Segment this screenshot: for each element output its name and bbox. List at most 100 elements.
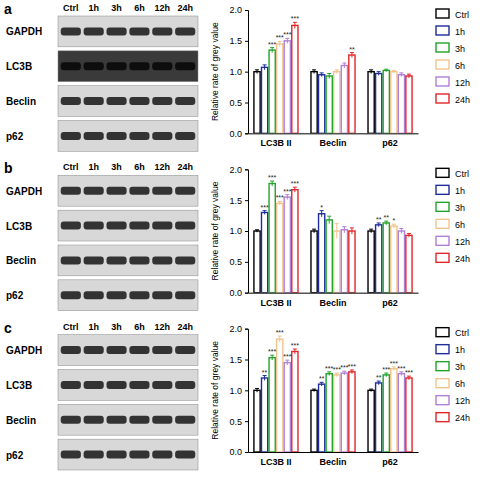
significance-label: *** <box>268 348 276 355</box>
bar <box>406 235 412 292</box>
blot-band <box>175 291 195 299</box>
blot-band <box>106 222 126 230</box>
legend-label: 1h <box>455 27 465 37</box>
blot-band <box>106 27 126 35</box>
error-bar <box>263 65 267 70</box>
error-bar <box>335 70 339 74</box>
tick-label: Beclin <box>319 138 346 148</box>
error-bar <box>327 216 331 223</box>
significance-label: ** <box>319 375 325 382</box>
tick-mark <box>245 133 248 134</box>
blot-band <box>61 291 81 299</box>
error-bar <box>369 389 373 391</box>
lane-label: 1h <box>88 3 99 13</box>
bar <box>284 41 290 134</box>
lane-label: 24h <box>177 322 193 332</box>
error-bar <box>270 181 274 186</box>
tick: p62 <box>382 452 398 467</box>
blot-band <box>175 256 195 264</box>
tick: 1.5 <box>229 196 248 206</box>
blot-band <box>61 97 81 105</box>
legend: Ctrl1h3h6h12h24h <box>436 9 470 105</box>
bar <box>368 72 374 134</box>
blot-band <box>61 222 81 230</box>
blot-band <box>84 27 104 35</box>
blot-band <box>106 416 126 424</box>
y-axis: 0.00.51.01.52.0 <box>229 5 248 138</box>
blot-band <box>152 416 172 424</box>
legend-label: 6h <box>455 61 465 71</box>
panel: bCtrl1h3h6h12h24hGAPDHLC3BBeclinp62*****… <box>4 160 470 310</box>
bar <box>368 231 374 293</box>
lane-label: 1h <box>88 162 99 172</box>
blot-band <box>129 27 149 35</box>
tick: 2.0 <box>229 165 248 175</box>
tick: Beclin <box>319 293 346 308</box>
tick: 1.0 <box>229 386 248 396</box>
legend-swatch <box>436 379 449 388</box>
tick-mark <box>245 390 248 391</box>
blot-strip <box>58 16 198 47</box>
tick-label: 0.5 <box>229 257 242 267</box>
row-label: Beclin <box>6 255 36 266</box>
significance-label: *** <box>268 174 276 181</box>
significance-label: *** <box>348 363 356 370</box>
error-bar <box>342 227 346 233</box>
bar <box>398 231 404 293</box>
legend-label: 12h <box>455 237 470 247</box>
blot-band <box>175 346 195 354</box>
error-bar <box>407 74 411 78</box>
row-label: GAPDH <box>6 186 42 197</box>
tick-label: 1.5 <box>229 355 242 365</box>
blot-band <box>175 451 195 459</box>
legend-label: 12h <box>455 396 470 406</box>
significance-label: *** <box>276 194 284 201</box>
axis-line <box>245 11 249 134</box>
error-bar <box>377 72 381 76</box>
tick: p62 <box>382 293 398 308</box>
blot-band <box>129 451 149 459</box>
bar <box>326 76 332 133</box>
blot-band <box>106 381 126 389</box>
axis-line <box>245 329 249 452</box>
blot-band <box>61 416 81 424</box>
significance-label: *** <box>291 180 299 187</box>
blot-band <box>129 62 149 70</box>
bar <box>349 372 355 452</box>
error-bar <box>377 223 381 227</box>
error-bar <box>270 48 274 53</box>
bar <box>277 203 283 292</box>
panel-letter: c <box>4 320 12 336</box>
legend: Ctrl1h3h6h12h24h <box>436 328 470 424</box>
blot-strip <box>58 404 198 435</box>
bar <box>254 231 260 293</box>
tick: 0.5 <box>229 417 248 427</box>
tick-label: p62 <box>382 298 398 308</box>
legend-label: 1h <box>455 186 465 196</box>
blot-band <box>84 451 104 459</box>
tick-mark <box>245 293 248 294</box>
error-bar <box>327 372 331 376</box>
error-bar <box>255 230 259 232</box>
significance-label: *** <box>261 204 269 211</box>
legend-swatch <box>436 9 449 18</box>
plot-area <box>254 181 412 293</box>
blot-band <box>175 62 195 70</box>
blot-strip <box>58 210 198 241</box>
y-axis-title: Relative rate of grey value <box>210 22 220 121</box>
error-bar <box>342 63 346 68</box>
tick: p62 <box>382 133 398 148</box>
lane-label: 3h <box>111 3 122 13</box>
blot-band <box>175 27 195 35</box>
bar <box>292 25 298 133</box>
blot-band <box>129 222 149 230</box>
significance-label: *** <box>291 342 299 349</box>
tick-mark <box>245 169 248 170</box>
legend-swatch <box>436 185 449 194</box>
blot-band <box>129 97 149 105</box>
blot-band <box>175 97 195 105</box>
bar <box>368 390 374 452</box>
blot-band <box>129 291 149 299</box>
legend-swatch <box>436 168 449 177</box>
lane-label: 6h <box>134 162 145 172</box>
